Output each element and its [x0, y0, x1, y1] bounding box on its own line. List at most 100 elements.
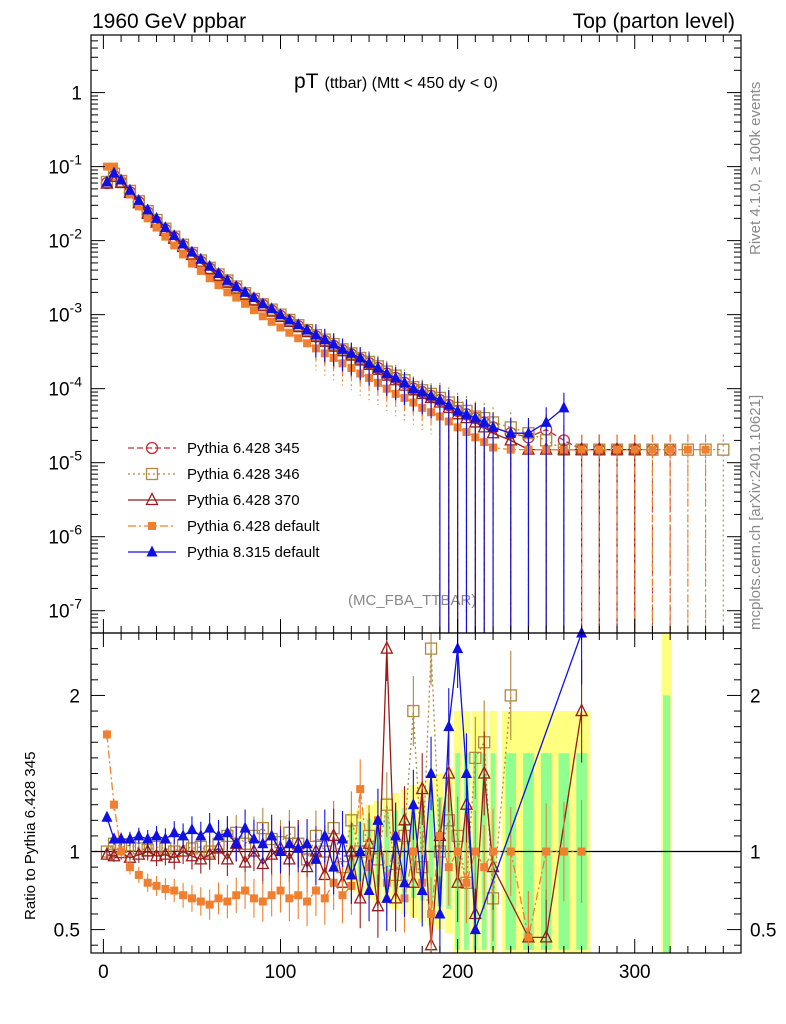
ratio-point — [407, 798, 419, 810]
ratio-point — [471, 847, 480, 856]
ratio-point — [194, 851, 208, 865]
rivet-label: Rivet 4.1.0, ≥ 100k events — [747, 82, 764, 255]
legend-item: Pythia 6.428 346 — [128, 466, 300, 483]
data-point — [595, 445, 604, 454]
ratio-point — [539, 929, 553, 943]
ratio-point — [170, 886, 179, 895]
series-line — [106, 172, 724, 451]
ratio-point — [239, 821, 251, 833]
ratio-point — [356, 785, 365, 794]
legend-label: Pythia 6.428 345 — [187, 440, 300, 457]
legend-label: Pythia 8.315 default — [187, 544, 320, 561]
data-point — [452, 404, 464, 416]
ratio-point — [444, 863, 453, 872]
data-point — [505, 426, 517, 438]
data-point — [328, 337, 340, 349]
ratio-point — [267, 891, 276, 900]
legend-item: Pythia 6.428 370 — [128, 492, 300, 509]
ratio-y-tick-label-right: 1 — [750, 843, 761, 864]
ratio-point — [230, 837, 242, 849]
y-tick-label: 10-1 — [48, 152, 82, 179]
ratio-point — [506, 847, 515, 856]
ratio-point — [134, 870, 143, 879]
legend-marker — [148, 522, 156, 530]
series-line — [106, 175, 635, 451]
ratio-point — [489, 847, 498, 856]
ratio-ylabel: Ratio to Pythia 6.428 345 — [22, 752, 39, 920]
ratio-point — [213, 829, 225, 841]
ratio-point — [232, 891, 241, 900]
data-point — [133, 193, 145, 205]
ratio-point — [354, 845, 366, 857]
legend-label: Pythia 6.428 346 — [187, 466, 300, 483]
data-point — [266, 302, 278, 314]
ratio-point — [371, 898, 385, 912]
data-point — [267, 317, 276, 326]
data-point — [159, 221, 171, 233]
ratio-point — [186, 823, 198, 835]
y-tick-label: 10-3 — [48, 300, 82, 327]
ratio-point — [301, 837, 313, 849]
data-point — [336, 342, 348, 354]
ratio-point — [110, 800, 119, 809]
ratio-point — [452, 642, 464, 654]
ratio-point — [380, 640, 394, 654]
ratio-point — [266, 829, 278, 841]
ratio-point — [102, 730, 111, 739]
data-point — [701, 445, 710, 454]
data-point — [177, 237, 189, 249]
data-point — [478, 415, 490, 427]
ratio-point — [285, 894, 294, 903]
legend-label: Pythia 6.428 default — [187, 518, 320, 535]
data-point — [230, 280, 242, 292]
ratio-point — [152, 881, 161, 890]
ratio-point — [158, 846, 172, 860]
ratio-point — [265, 846, 279, 860]
ratio-point — [469, 751, 482, 765]
ratio-point — [345, 868, 357, 880]
ratio-point — [425, 766, 437, 778]
ratio-point — [108, 832, 120, 844]
data-point — [303, 339, 312, 348]
ratio-point — [328, 860, 340, 872]
data-point — [239, 285, 251, 297]
ratio-point — [397, 812, 412, 826]
data-point — [170, 241, 179, 250]
y-tick-label: 10-4 — [48, 374, 82, 401]
data-point — [319, 333, 331, 345]
legend-marker — [145, 467, 159, 481]
ratio-panel — [91, 626, 741, 953]
data-point — [613, 445, 622, 454]
data-point — [717, 443, 730, 456]
ratio-point — [195, 829, 207, 841]
ratio-point — [275, 845, 287, 857]
series-line — [106, 175, 671, 451]
y-tick-label: 1 — [71, 84, 82, 105]
chart-title: pT (ttbar) (Mtt < 450 dy < 0) — [294, 70, 498, 93]
data-point — [187, 259, 196, 268]
ratio-point — [214, 894, 223, 903]
ratio-point — [257, 837, 269, 849]
y-tick-label: 10-2 — [48, 226, 82, 253]
data-point — [354, 351, 366, 363]
ratio-point — [211, 840, 226, 854]
data-point — [345, 346, 357, 358]
ratio-point — [575, 703, 589, 717]
watermark: (MC_FBA_TTBAR) — [348, 592, 476, 609]
data-point — [683, 445, 692, 454]
data-point — [186, 245, 198, 257]
data-point — [540, 415, 552, 427]
data-point — [666, 445, 675, 454]
ratio-point — [415, 781, 429, 795]
ratio-point — [276, 886, 285, 895]
legend: Pythia 6.428 345 Pythia 6.428 346 Pythia 6… — [128, 440, 320, 561]
data-point — [443, 398, 455, 410]
data-point — [257, 297, 269, 309]
mcplots-label: mcplots.cern.ch [arXiv:2401.10621] — [747, 395, 764, 630]
main-panel — [100, 162, 730, 633]
data-point — [142, 203, 154, 215]
legend-label: Pythia 6.428 370 — [187, 492, 300, 509]
x-tick-label: 300 — [619, 962, 651, 983]
y-tick-label: 10-6 — [48, 522, 82, 549]
data-point — [558, 401, 570, 413]
